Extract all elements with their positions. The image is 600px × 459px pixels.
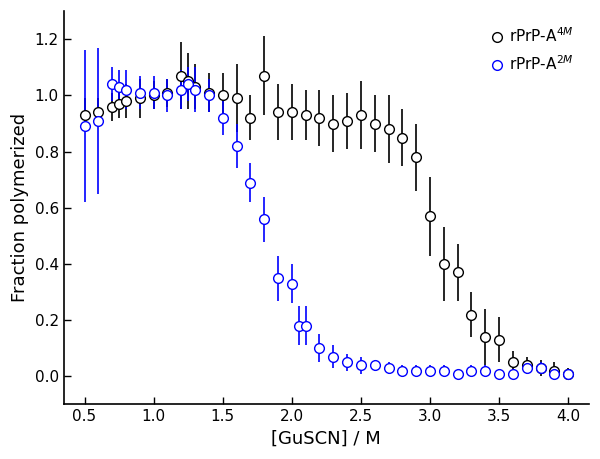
X-axis label: [GuSCN] / M: [GuSCN] / M [271,430,381,448]
Legend: rPrP-A$^{4M}$, rPrP-A$^{2M}$: rPrP-A$^{4M}$, rPrP-A$^{2M}$ [486,19,581,81]
Y-axis label: Fraction polymerized: Fraction polymerized [11,113,29,302]
